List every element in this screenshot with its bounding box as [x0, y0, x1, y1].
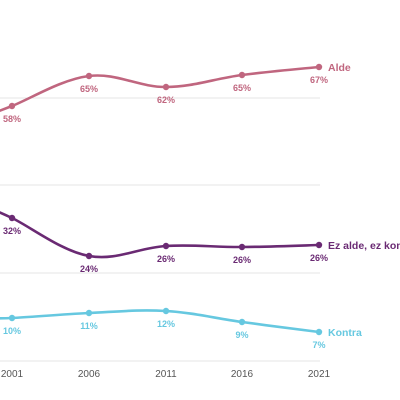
data-point [238, 71, 246, 79]
data-point [238, 318, 246, 326]
data-label: 26% [310, 253, 328, 263]
data-label: 11% [80, 321, 98, 331]
x-tick-label: 2021 [308, 369, 331, 380]
data-point [315, 241, 323, 249]
series-line [0, 65, 321, 113]
data-label: 7% [312, 340, 325, 350]
x-tick-label: 2006 [78, 369, 101, 380]
series-name-label: Kontra [328, 327, 362, 339]
series-line [0, 211, 321, 259]
x-tick-label: 2016 [231, 369, 254, 380]
data-label: 62% [157, 95, 175, 105]
data-point [8, 214, 16, 222]
series-alde: 58% 65% 62% 65% 67%Alde [0, 62, 351, 124]
data-point [162, 242, 170, 250]
series-name-label: Alde [328, 62, 351, 74]
data-point [8, 314, 16, 322]
series-ez-alde-ez-kontra: 32%24%26%26%26%Ez alde, ez kontra [0, 211, 400, 274]
series-kontra: 10% 11% 12% 9% 7%Kontra [0, 307, 362, 350]
data-point [238, 243, 246, 251]
data-point [85, 72, 93, 80]
x-axis: 2001 2006 2011 2016 2021 [1, 369, 331, 380]
data-point [162, 307, 170, 315]
data-point [85, 252, 93, 260]
data-label: 10% [3, 326, 21, 336]
x-tick-label: 2011 [155, 369, 177, 380]
series-name-label: Ez alde, ez kontra [328, 240, 400, 252]
data-label: 26% [157, 254, 175, 264]
data-point [315, 63, 323, 71]
data-point [85, 309, 93, 317]
data-point [315, 328, 323, 336]
data-label: 26% [233, 255, 251, 265]
data-label: 58% [3, 114, 21, 124]
data-point [162, 83, 170, 91]
x-tick-label: 2001 [1, 369, 24, 380]
data-label: 65% [233, 83, 251, 93]
data-label: 65% [80, 84, 98, 94]
data-label: 12% [157, 319, 175, 329]
gridlines [0, 97, 320, 362]
data-label: 9% [235, 330, 248, 340]
data-label: 67% [310, 75, 328, 85]
data-label: 32% [3, 226, 21, 236]
data-point [8, 102, 16, 110]
data-label: 24% [80, 264, 98, 274]
